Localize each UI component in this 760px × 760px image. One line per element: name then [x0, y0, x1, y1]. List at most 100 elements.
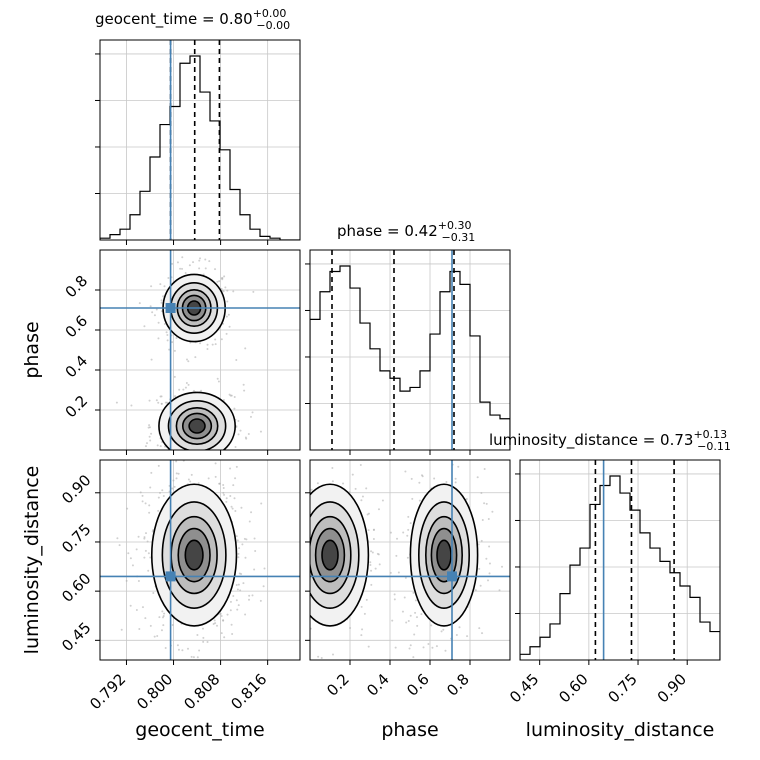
sample-point [395, 554, 398, 557]
sample-point [302, 541, 304, 543]
sample-point [476, 476, 479, 479]
sample-point [365, 487, 368, 490]
sample-point [252, 290, 255, 293]
y-tick-label: 0.4 [62, 352, 92, 382]
sample-point [220, 615, 223, 618]
sample-point [361, 628, 364, 631]
sample-point [410, 477, 413, 480]
sample-point [483, 467, 486, 470]
sample-point [449, 444, 451, 446]
sample-point [253, 537, 256, 540]
sample-point [208, 463, 210, 465]
sample-point [365, 598, 368, 601]
sample-point [165, 331, 168, 334]
sample-point [225, 315, 228, 318]
sample-point [190, 473, 193, 476]
sample-point [127, 552, 130, 555]
sample-point [211, 343, 214, 346]
sample-point [160, 402, 163, 405]
sample-point [159, 395, 162, 398]
histogram-geocent_time [100, 55, 300, 240]
sample-point [216, 280, 219, 283]
sample-point [315, 670, 317, 672]
sample-point [161, 489, 164, 492]
sample-point [158, 467, 160, 469]
sample-point [237, 583, 240, 586]
contour-line [188, 418, 206, 434]
sample-point [262, 585, 265, 588]
sample-point [274, 567, 276, 569]
sample-point [188, 463, 190, 465]
title-text: luminosity_distance = 0.73 [489, 431, 694, 449]
sample-point [185, 381, 188, 384]
sample-point [409, 644, 412, 647]
panel-luminosity_distance-vs-geocent_time-border [99, 459, 301, 661]
sample-point [272, 476, 274, 478]
sample-point [291, 551, 293, 553]
sample-point [413, 633, 416, 636]
sample-point [407, 515, 410, 518]
sample-point [173, 349, 176, 352]
sample-point [144, 445, 147, 448]
sample-point [153, 635, 156, 638]
sample-point [226, 289, 229, 292]
sample-point [164, 401, 167, 404]
sample-point [481, 518, 484, 521]
sample-point [181, 256, 184, 259]
sample-point [372, 528, 375, 531]
sample-point [259, 430, 262, 433]
histogram-phase [310, 265, 510, 450]
sample-point [479, 584, 482, 587]
sample-point [360, 499, 363, 502]
sample-point [179, 267, 182, 270]
sample-point [135, 608, 138, 611]
sample-point [170, 451, 172, 453]
sample-point [150, 463, 152, 465]
density-luminosity_distance_vs_geocent_time [116, 460, 266, 668]
sample-point [176, 261, 179, 264]
sample-point [178, 388, 181, 391]
sample-point [157, 509, 160, 512]
sample-point [190, 655, 193, 658]
sample-point [244, 613, 247, 616]
sample-point [207, 477, 210, 480]
sample-point [440, 630, 443, 633]
sample-point [153, 314, 156, 317]
sample-point [199, 342, 202, 345]
sample-point [251, 411, 254, 414]
x-axis-label: luminosity_distance [526, 719, 715, 741]
sample-point [171, 487, 174, 490]
sample-point [212, 622, 215, 625]
sample-point [223, 636, 226, 639]
sample-point [218, 280, 221, 283]
sample-point [180, 666, 182, 668]
sample-point [404, 470, 407, 473]
truth-marker [447, 571, 457, 582]
sample-point [369, 564, 372, 567]
sample-point [457, 465, 460, 468]
sample-point [361, 495, 364, 498]
sample-point [156, 635, 159, 638]
sample-point [235, 599, 238, 602]
sample-point [198, 259, 201, 262]
sample-point [301, 593, 303, 595]
sample-point [304, 556, 306, 558]
sample-point [159, 445, 162, 448]
sample-point [173, 485, 176, 488]
sample-point [222, 484, 225, 487]
sample-point [196, 633, 199, 636]
sample-point [186, 647, 189, 650]
sample-point [206, 343, 209, 346]
sample-point [184, 272, 187, 275]
sample-point [318, 442, 320, 444]
sample-point [214, 475, 217, 478]
sample-point [141, 606, 144, 609]
sample-point [218, 482, 221, 485]
sample-point [163, 285, 166, 288]
sample-point [286, 581, 288, 583]
sample-point [148, 424, 151, 427]
sample-point [196, 656, 199, 659]
x-tick-label: 0.792 [86, 670, 129, 713]
hist-panel-luminosity_distance-border [519, 459, 721, 661]
sample-point [152, 591, 155, 594]
